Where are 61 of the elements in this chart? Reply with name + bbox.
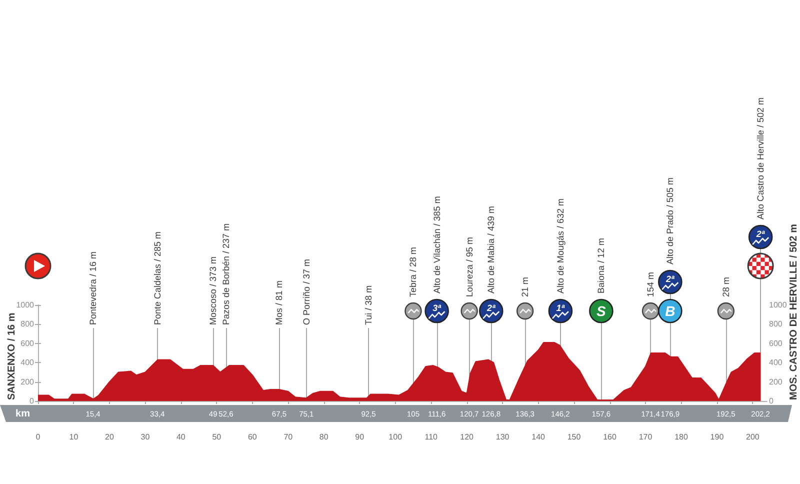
y2-tick-label: 200 <box>20 377 35 386</box>
x-tick-label: 200 <box>746 432 760 442</box>
ref-line-label: 21 m <box>520 276 530 297</box>
annotation: 1ª <box>556 303 566 313</box>
y2-tick-label: 400 <box>20 358 35 368</box>
y2-tick-label: 600 <box>20 338 35 348</box>
x-tick-label: 60 <box>248 432 258 442</box>
x-tick-label: 160 <box>603 432 617 442</box>
annotation: 2ª <box>486 303 496 313</box>
y2-tick-label: 800 <box>20 320 35 329</box>
ref-line-label: Baiona / 12 m <box>596 238 606 294</box>
ref-line-label: Alto de Prado / 505 m <box>665 177 676 264</box>
annotation: S <box>596 303 607 319</box>
ref-line-label: Alto de Mougás / 632 m <box>555 198 566 294</box>
y-tick-label: 600 <box>769 338 783 348</box>
ref-line-label: 28 m <box>720 276 731 297</box>
x-tick-label: 170 <box>638 432 653 442</box>
x-tick-label: 140 <box>532 432 546 442</box>
x-tick-label: 10 <box>69 432 79 442</box>
x-tick-label: 150 <box>567 432 582 442</box>
x-tick-label: 70 <box>284 432 294 442</box>
x-tick-label: 80 <box>319 432 329 442</box>
annotation: B <box>665 303 676 319</box>
ref-line-label: Pontevedra / 16 m <box>88 251 98 325</box>
ref-line-label: Mos / 81 m <box>274 280 284 325</box>
ref-line-label: Alto de Mabia / 439 m <box>486 206 496 294</box>
ref-line-label: Alto Castro de Herville / 502 m <box>756 97 766 220</box>
annotation: 3ª <box>432 303 442 313</box>
text: SANXENXO / 16 m <box>6 312 18 400</box>
annotation: 2ª <box>755 229 766 239</box>
y-tick-label: 0 <box>769 396 774 406</box>
x-tick-label: 30 <box>140 432 150 442</box>
x-tick-label: 110 <box>424 432 438 442</box>
x-tick-label: 190 <box>710 432 724 442</box>
ref-line-label: Moscoso / 373 m <box>208 256 218 325</box>
x-tick-label: 120 <box>460 432 474 442</box>
ref-line-label: Ponte Caldelas / 285 m <box>152 231 162 325</box>
ref-line-label: 154 m <box>646 272 656 297</box>
y-tick-label: 200 <box>769 377 783 386</box>
x-tick-label: 50 <box>212 432 222 442</box>
x-tick-label: 130 <box>496 432 510 442</box>
x-tick-label: 0 <box>36 432 41 442</box>
x-tick-label: 180 <box>674 432 688 442</box>
y-tick-label: 1000 <box>769 300 788 310</box>
ref-line-label: Alto de Vilachán / 385 m <box>432 196 442 294</box>
x-tick-label: 90 <box>355 432 365 442</box>
x-tick-label: 40 <box>176 432 186 442</box>
ref-line-label: Tui / 38 m <box>364 285 374 325</box>
y2-tick-label: 0 <box>30 396 35 406</box>
ref-line-label: Loureza / 95 m <box>464 236 474 297</box>
x-tick-label: 100 <box>388 432 403 442</box>
y-tick-label: 400 <box>769 358 783 368</box>
text: MOS. CASTRO DE HERVILLE / 502 m <box>788 224 800 400</box>
y2-tick-label: 1000 <box>16 300 35 310</box>
x-tick-label: 20 <box>105 432 114 442</box>
ref-line-label: Tebra / 28 m <box>408 246 418 297</box>
y-tick-label: 800 <box>769 320 783 329</box>
ref-line-label: O Porriño / 37 m <box>301 258 312 325</box>
x2-axis-title: km <box>16 408 30 420</box>
annotation: 2ª <box>664 274 675 284</box>
ref-line-label: Pazos de Borbén / 237 m <box>220 223 231 325</box>
